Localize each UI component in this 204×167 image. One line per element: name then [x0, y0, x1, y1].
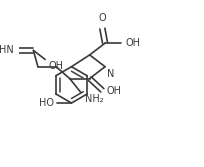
Text: OH: OH	[49, 61, 64, 71]
Text: O: O	[99, 13, 106, 23]
Text: NH₂: NH₂	[85, 94, 104, 104]
Text: N: N	[107, 68, 114, 78]
Text: OH: OH	[107, 86, 122, 96]
Text: HO: HO	[39, 98, 54, 108]
Text: HN: HN	[0, 45, 13, 55]
Text: OH: OH	[125, 38, 140, 48]
